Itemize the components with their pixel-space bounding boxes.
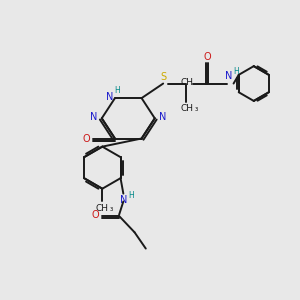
Text: H: H [114,86,119,95]
Text: O: O [204,52,211,62]
Text: CH: CH [180,104,193,113]
Text: O: O [82,134,90,143]
Text: N: N [90,112,98,122]
Text: N: N [225,71,233,81]
Text: H: H [233,67,239,76]
Text: CH: CH [96,204,109,213]
Text: CH: CH [180,78,193,87]
Text: ₃: ₃ [110,204,113,213]
Text: S: S [160,72,166,82]
Text: O: O [92,211,99,220]
Text: H: H [128,191,134,200]
Text: N: N [120,195,127,205]
Text: N: N [106,92,114,102]
Text: ₃: ₃ [194,104,198,113]
Text: N: N [159,112,166,122]
